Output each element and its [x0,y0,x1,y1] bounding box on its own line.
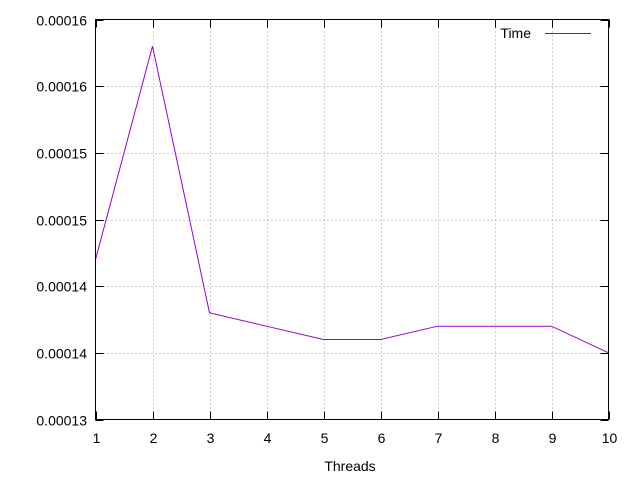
x-tick-label: 1 [93,430,101,446]
x-tick-label: 8 [492,430,500,446]
series-layer [95,46,609,354]
grid [95,19,609,420]
y-tick-label: 0.00013 [36,413,87,429]
y-tick-label: 0.00014 [36,346,87,362]
legend-label: Time [500,25,531,41]
x-axis-tick-labels: 1 2 3 4 5 6 7 8 9 10 [93,430,618,446]
x-tick-label: 2 [150,430,158,446]
x-tick-label: 7 [435,430,443,446]
x-tick-label: 9 [549,430,557,446]
y-tick-label: 0.00016 [36,79,87,95]
x-tick-label: 6 [378,430,386,446]
y-tick-label: 0.00016 [36,13,87,29]
x-tick-label: 3 [207,430,215,446]
x-axis-title: Threads [324,458,375,474]
y-tick-label: 0.00014 [36,279,87,295]
y-tick-label: 0.00015 [36,213,87,229]
y-axis-tick-labels: 0.00013 0.00014 0.00014 0.00015 0.00015 0.000… [36,13,87,429]
x-tick-label: 10 [602,430,618,446]
legend: Time [500,25,591,41]
x-tick-label: 5 [321,430,329,446]
axis-ticks [95,19,610,421]
x-tick-label: 4 [264,430,272,446]
y-tick-label: 0.00015 [36,146,87,162]
plot-frame [95,19,609,420]
series-line-time [95,46,609,354]
